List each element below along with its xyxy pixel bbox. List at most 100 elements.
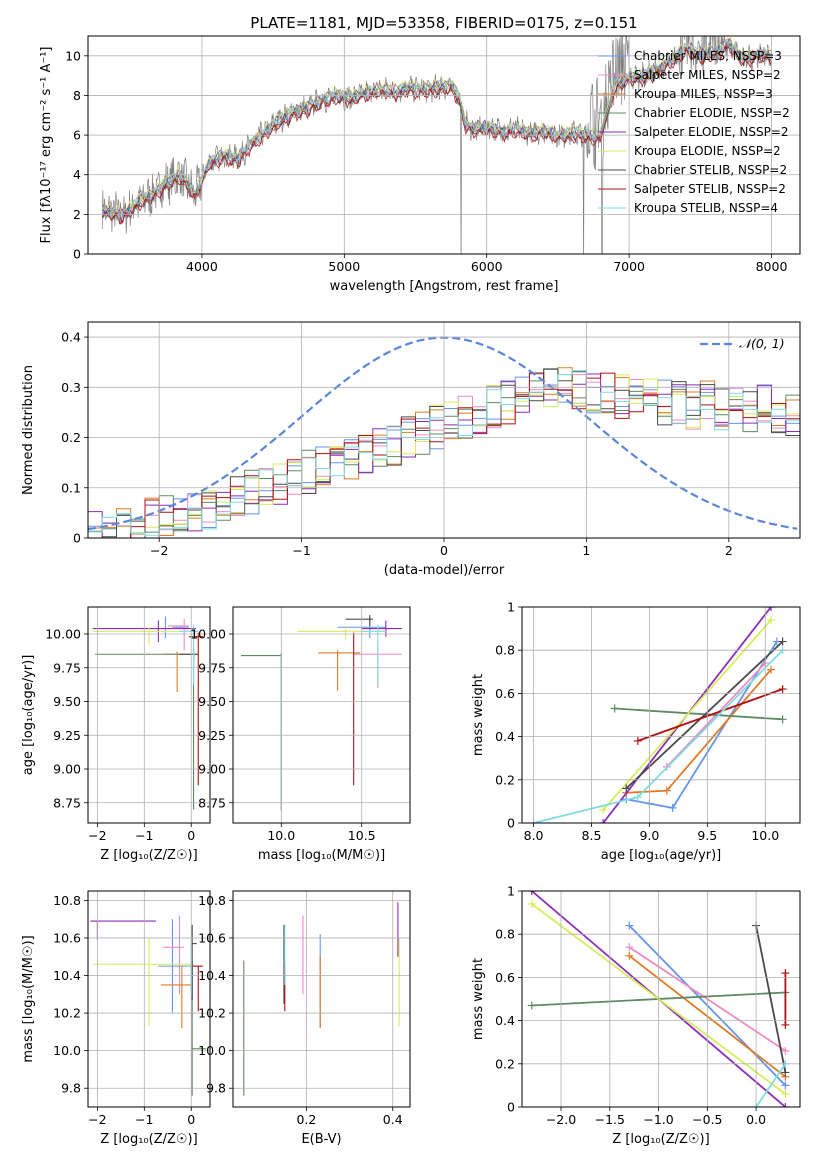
mass-weight-marker — [633, 736, 642, 745]
x-tick-label: 2 — [725, 543, 733, 558]
x-tick-label: −1 — [292, 543, 310, 558]
y-tick-label: 9.25 — [53, 728, 81, 743]
x-tick-label: 0.0 — [746, 1112, 766, 1127]
x-tick-label: 10.0 — [267, 828, 295, 843]
y-axis-label: mass [log₁₀(M/M☉)] — [21, 935, 36, 1062]
y-tick-label: 10.4 — [198, 968, 226, 983]
legend-entry: Kroupa STELIB, NSSP=4 — [634, 201, 778, 215]
mass-weight-marker — [778, 637, 787, 646]
panel-1: 4000 5000 6000 7000 8000 0 2 4 6 8 10 wavelength [A… — [39, 14, 801, 294]
axes-frame — [232, 606, 411, 824]
x-tick-label: −2 — [88, 1112, 106, 1127]
y-tick-label: 0.4 — [61, 330, 81, 345]
x-tick-label: 10.0 — [751, 828, 779, 843]
y-tick-label: 9.25 — [198, 728, 226, 743]
y-tick-label: 10.8 — [198, 893, 226, 908]
mass-weight-line — [755, 925, 787, 1073]
chart-title: PLATE=1181, MJD=53358, FIBERID=0175, z=0… — [250, 14, 637, 32]
legend-entry: Salpeter ELODIE, NSSP=2 — [634, 125, 789, 139]
legend-entry: Salpeter STELIB, NSSP=2 — [634, 182, 786, 196]
x-axis-label: E(B-V) — [301, 1132, 341, 1147]
y-tick-label: 10.6 — [53, 930, 81, 945]
x-tick-label: 0 — [187, 828, 195, 843]
mass-weight-marker — [625, 943, 634, 952]
x-tick-label: 10.5 — [348, 828, 376, 843]
mass-weight-marker — [781, 1103, 790, 1107]
y-tick-label: 0 — [507, 816, 515, 831]
legend-entry: Chabrier STELIB, NSSP=2 — [634, 163, 787, 177]
y-tick-label: 9.8 — [61, 1081, 81, 1096]
mass-weight-marker — [767, 615, 776, 624]
axes-frame — [87, 606, 211, 824]
x-tick-label: 8.5 — [582, 828, 602, 843]
x-tick-label: 4000 — [186, 259, 218, 274]
y-axis-label: mass weight — [471, 958, 486, 1040]
mass-weight-marker — [662, 786, 671, 795]
mass-weight-marker — [781, 1081, 790, 1090]
x-tick-label: −2.0 — [546, 1112, 576, 1127]
y-tick-label: 10.2 — [53, 1006, 81, 1021]
x-tick-label: 9.5 — [697, 828, 717, 843]
y-tick-label: 8.75 — [198, 795, 226, 810]
y-tick-label: 10.0 — [53, 1043, 81, 1058]
y-tick-label: 9.00 — [198, 762, 226, 777]
normal-distribution-curve — [88, 336, 798, 531]
x-axis-label: Z [log₁₀(Z/Z☉)] — [612, 1132, 709, 1147]
mass-weight-marker — [527, 899, 536, 908]
axes-frame — [87, 35, 801, 255]
y-tick-label: 0 — [73, 247, 81, 262]
y-tick-label: 0.4 — [495, 1013, 515, 1028]
mass-weight-marker — [781, 1046, 790, 1055]
y-tick-label: 2 — [73, 207, 81, 222]
x-tick-label: 1 — [582, 543, 590, 558]
plot-area — [243, 902, 400, 1096]
y-tick-label: 9.75 — [198, 660, 226, 675]
x-tick-label: −1 — [135, 1112, 153, 1127]
model-spectrum-line — [101, 40, 772, 219]
mass-weight-marker — [625, 951, 634, 960]
x-axis-label: wavelength [Angstrom, rest frame] — [330, 279, 559, 294]
x-tick-label: −2 — [88, 828, 106, 843]
y-tick-label: 0.2 — [495, 1056, 515, 1071]
x-tick-label: 0.2 — [296, 1112, 316, 1127]
mass-weight-marker — [781, 969, 790, 978]
model-spectrum-line — [101, 37, 772, 216]
model-spectrum-line — [101, 45, 772, 225]
y-tick-label: 10.4 — [53, 968, 81, 983]
y-tick-label: 8 — [73, 88, 81, 103]
y-tick-label: 0.2 — [495, 772, 515, 787]
mass-weight-line — [637, 688, 783, 742]
y-tick-label: 0.8 — [495, 643, 515, 658]
legend-entry: Kroupa ELODIE, NSSP=2 — [634, 144, 781, 158]
y-tick-label: 9.50 — [198, 694, 226, 709]
mass-weight-marker — [599, 819, 608, 823]
mass-weight-marker — [781, 1020, 790, 1029]
x-tick-label: −1.5 — [595, 1112, 625, 1127]
mass-weight-line — [614, 707, 783, 721]
x-tick-label: −0.5 — [692, 1112, 722, 1127]
y-tick-label: 4 — [73, 167, 81, 182]
x-tick-label: 5000 — [328, 259, 360, 274]
mass-weight-marker — [633, 793, 642, 802]
mass-weight-line — [602, 619, 772, 811]
axes-frame — [87, 890, 211, 1108]
mass-weight-marker — [527, 1001, 536, 1010]
y-tick-label: 10.00 — [45, 627, 81, 642]
x-axis-label: age [log₁₀(age/yr)] — [601, 848, 722, 863]
y-tick-label: 8.75 — [53, 795, 81, 810]
mass-weight-line — [755, 1063, 787, 1107]
mass-weight-line — [625, 640, 784, 790]
mass-weight-marker — [622, 784, 631, 793]
mass-weight-marker — [778, 715, 787, 724]
y-tick-label: 0.8 — [495, 927, 515, 942]
x-tick-label: 8000 — [756, 259, 788, 274]
mass-weight-marker — [625, 921, 634, 930]
axes-frame — [521, 606, 801, 824]
y-tick-label: 10.6 — [198, 930, 226, 945]
x-tick-label: 0.4 — [383, 1112, 403, 1127]
panel-7: 0.2 0.4 9.8 10.0 10.2 10.4 10.6 10.8 E(B-V) — [198, 890, 411, 1147]
panel-4: 10.0 10.5 8.75 9.00 9.25 9.50 9.75 10.00 mass [l… — [190, 606, 411, 863]
mass-weight-line — [626, 641, 778, 809]
y-tick-label: 1 — [507, 600, 515, 615]
axes-frame — [87, 321, 801, 539]
